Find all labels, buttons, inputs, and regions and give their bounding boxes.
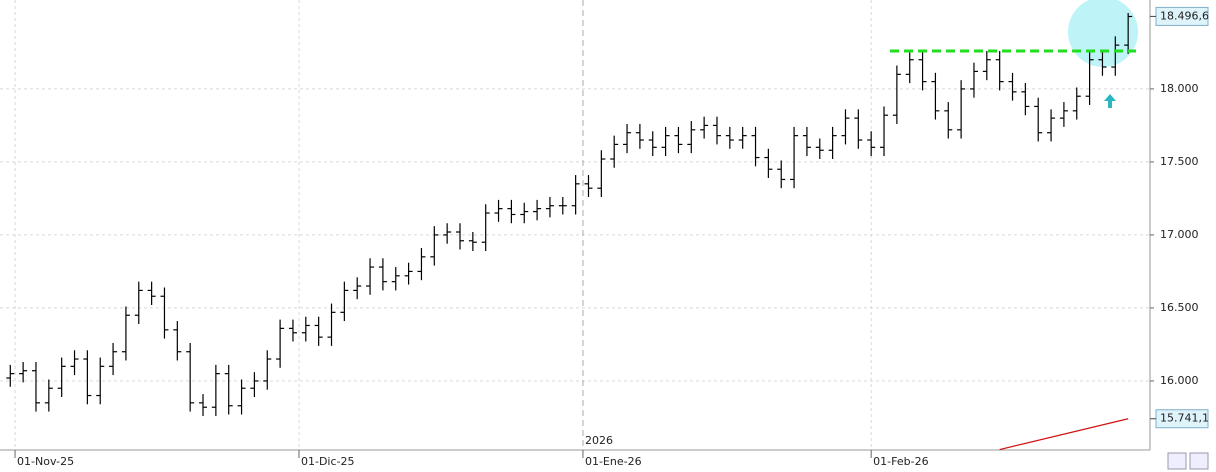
toolbar-button[interactable] (1189, 452, 1209, 470)
y-tick-label: 16.000 (1160, 374, 1199, 387)
y-tick-label: 18.000 (1160, 82, 1199, 95)
toolbar-button[interactable] (1167, 452, 1187, 470)
x-tick-label: 01-Feb-26 (873, 455, 928, 468)
up-arrow (1104, 94, 1116, 108)
price-label: 18.496,6 (1160, 9, 1209, 22)
x-tick-label: 01-Dic-25 (301, 455, 355, 468)
year-label: 2026 (585, 434, 613, 447)
average-line (999, 418, 1129, 451)
y-tick-label: 17.500 (1160, 155, 1199, 168)
y-tick-label: 17.000 (1160, 228, 1199, 241)
x-tick-label: 01-Ene-26 (585, 455, 642, 468)
price-label: 15.741,1 (1160, 412, 1209, 425)
x-tick-label: 01-Nov-25 (17, 455, 74, 468)
y-tick-label: 16.500 (1160, 301, 1199, 314)
